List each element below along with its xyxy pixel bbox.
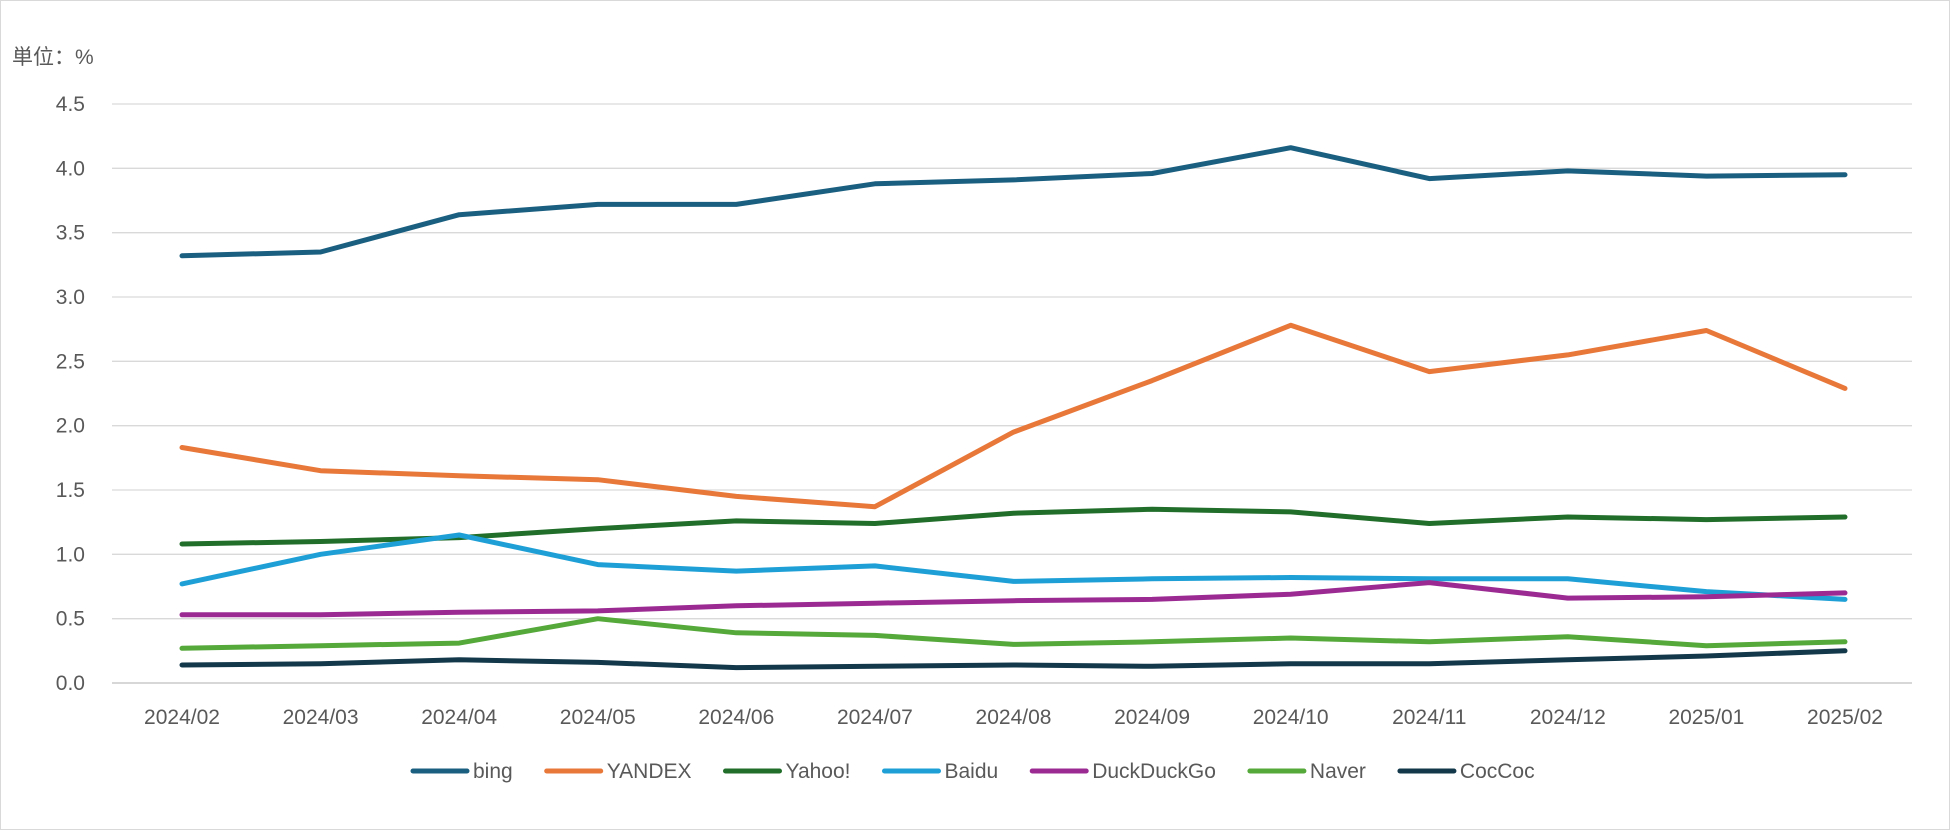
y-tick-label: 3.5 [56, 222, 85, 245]
x-tick-label: 2024/05 [560, 706, 636, 729]
x-tick-label: 2024/11 [1392, 706, 1466, 729]
series-line-yandex [179, 322, 1848, 510]
y-tick-label: 4.5 [56, 93, 85, 116]
series-line-duckduckgo [179, 580, 1848, 618]
unit-label: 単位：% [12, 46, 94, 69]
y-tick-label: 1.5 [56, 479, 85, 502]
y-tick-label: 0.0 [56, 672, 85, 695]
legend: bing YANDEX Yahoo! Baidu DuckDuckGo Naver CocC… [410, 760, 1535, 783]
x-tick-label: 2024/04 [421, 706, 497, 729]
x-tick-label: 2025/01 [1668, 706, 1744, 729]
series-line-naver [179, 616, 1848, 651]
x-tick-label: 2024/10 [1253, 706, 1329, 729]
x-tick-label: 2024/08 [976, 706, 1052, 729]
y-tick-label: 4.0 [56, 157, 85, 180]
gridlines [112, 103, 1912, 684]
x-tick-label: 2024/06 [698, 706, 774, 729]
legend-label: CocCoc [1460, 760, 1535, 783]
y-axis-ticks: 0.0 0.5 1.0 1.5 2.0 2.5 3.0 3.5 4.0 4.5 [56, 93, 85, 695]
series-line-coccoc [179, 648, 1848, 671]
legend-label: Yahoo! [786, 760, 851, 783]
legend-label: bing [473, 760, 513, 783]
y-tick-label: 0.5 [56, 608, 85, 631]
legend-label: DuckDuckGo [1092, 760, 1216, 783]
x-tick-label: 2024/03 [283, 706, 359, 729]
series-line-bing [179, 145, 1848, 259]
x-tick-label: 2024/02 [144, 706, 220, 729]
series-lines [179, 145, 1848, 671]
y-tick-label: 2.5 [56, 350, 85, 373]
x-tick-label: 2024/09 [1114, 706, 1190, 729]
legend-label: Naver [1310, 760, 1366, 783]
legend-label: Baidu [945, 760, 999, 783]
y-tick-label: 2.0 [56, 415, 85, 438]
series-line-yahoo [179, 506, 1848, 547]
x-tick-label: 2025/02 [1807, 706, 1883, 729]
x-tick-label: 2024/12 [1530, 706, 1606, 729]
x-axis-ticks: 2024/02 2024/03 2024/04 2024/05 2024/06 2024/… [144, 706, 1883, 729]
legend-label: YANDEX [607, 760, 692, 783]
x-tick-label: 2024/07 [837, 706, 913, 729]
series-line-baidu [179, 532, 1848, 602]
y-tick-label: 1.0 [56, 543, 85, 566]
y-tick-label: 3.0 [56, 286, 85, 309]
